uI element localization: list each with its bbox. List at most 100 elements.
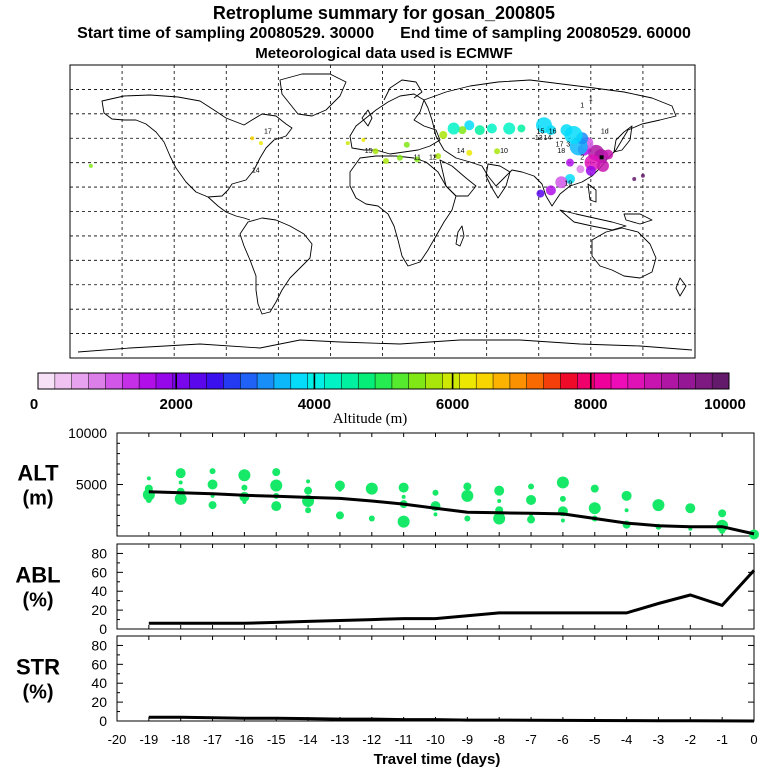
plume-day-label: 2 bbox=[580, 154, 584, 161]
alt-cluster-point bbox=[559, 495, 566, 502]
plume-day-label: 14 bbox=[252, 167, 260, 174]
abl-frame bbox=[116, 543, 755, 630]
colorbar-swatch bbox=[509, 373, 528, 389]
plume-day-label: 16 bbox=[549, 128, 557, 135]
sampling-times: Start time of sampling 20080529. 30000 En… bbox=[0, 25, 768, 43]
plume-day-label: 14 bbox=[544, 135, 552, 142]
y-axis-label: STR bbox=[16, 655, 60, 680]
colorbar-swatch bbox=[341, 373, 359, 389]
plume-cluster bbox=[494, 148, 501, 155]
alt-cluster-point bbox=[528, 483, 535, 490]
y-axis-label: ABL bbox=[15, 563, 60, 588]
colorbar-swatch bbox=[307, 373, 326, 389]
x-tick-label: -3 bbox=[653, 732, 665, 747]
coast-south-america bbox=[239, 217, 313, 315]
y-tick-label: 5000 bbox=[76, 477, 107, 493]
plume-day-label: 14 bbox=[457, 148, 465, 155]
alt-cluster-point bbox=[241, 484, 248, 491]
alt-cluster-point bbox=[304, 486, 313, 495]
colorbar-swatch bbox=[38, 373, 56, 389]
x-tick-label: -9 bbox=[462, 732, 474, 747]
colorbar-tick-label: 6000 bbox=[436, 396, 469, 413]
x-tick-label: -19 bbox=[139, 732, 158, 747]
altitude-colorbar: 0 2000 4000 6000 8000 10000 bbox=[30, 372, 746, 413]
y-axis-unit: (m) bbox=[22, 488, 53, 510]
plume-cluster bbox=[88, 163, 93, 168]
colorbar-swatch bbox=[189, 373, 208, 389]
plume-cluster bbox=[632, 176, 637, 181]
colorbar-swatch bbox=[358, 373, 376, 389]
alt-cluster-point bbox=[242, 500, 247, 505]
alt-cluster-point bbox=[175, 468, 186, 479]
alt-cluster-point bbox=[719, 527, 726, 534]
y-tick-label: 40 bbox=[91, 583, 107, 599]
y-tick-label: 60 bbox=[91, 564, 107, 580]
alt-cluster-point bbox=[401, 494, 406, 499]
x-tick-label: -11 bbox=[395, 732, 413, 747]
x-axis-label: Travel time (days) bbox=[374, 751, 501, 768]
colorbar-swatch bbox=[611, 373, 629, 389]
coast-australia bbox=[591, 227, 657, 279]
y-axis-label: ALT bbox=[17, 461, 59, 486]
plume-cluster bbox=[361, 137, 366, 142]
str-line bbox=[148, 715, 755, 723]
colorbar-tick-label: 4000 bbox=[298, 396, 331, 413]
plume-cluster bbox=[439, 130, 448, 139]
plume-day-label: 13 bbox=[535, 135, 543, 142]
colorbar-swatch bbox=[425, 373, 443, 389]
plume-cluster bbox=[535, 117, 552, 134]
coast-scandinavia bbox=[383, 79, 423, 101]
plume-cluster bbox=[258, 141, 263, 146]
colorbar-swatch bbox=[560, 373, 578, 389]
plume-clusters bbox=[88, 117, 645, 198]
colorbar-swatch bbox=[577, 373, 595, 389]
plume-cluster bbox=[517, 124, 526, 133]
coast-uk bbox=[361, 109, 373, 127]
y-axis-unit: (%) bbox=[22, 590, 53, 612]
y-tick-label: 80 bbox=[91, 545, 107, 561]
alt-cluster-point bbox=[526, 494, 537, 505]
travel-time-axis: -20 -19 -18 -17 -16 -15 -14 -13 -12 -11 -10 -9 -8 -7-… bbox=[108, 732, 758, 747]
colorbar-swatch bbox=[257, 373, 275, 389]
colorbar-swatch bbox=[391, 373, 410, 389]
alt-cluster-point bbox=[334, 480, 345, 491]
coast-indonesia bbox=[559, 209, 627, 231]
colorbar-swatch bbox=[526, 373, 545, 389]
alt-cluster-point bbox=[208, 501, 217, 510]
x-tick-label: -13 bbox=[331, 732, 350, 747]
colorbar-swatch bbox=[206, 373, 224, 389]
plume-cluster bbox=[640, 173, 645, 178]
plume-day-label: 11 bbox=[414, 154, 421, 161]
x-tick-label: -16 bbox=[235, 732, 254, 747]
colorbar-swatch bbox=[712, 373, 730, 389]
y-tick-label: 20 bbox=[91, 602, 107, 618]
alt-cluster-point bbox=[718, 509, 727, 518]
colorbar-swatch bbox=[290, 373, 309, 389]
end-time: End time of sampling 20080529. 60000 bbox=[400, 25, 691, 42]
x-tick-label: -5 bbox=[589, 732, 601, 747]
y-tick-label: 20 bbox=[91, 694, 107, 710]
colorbar-frame bbox=[37, 372, 730, 390]
str-frame bbox=[116, 635, 755, 722]
coast-arabia bbox=[439, 159, 477, 197]
plume-day-label: 18 bbox=[557, 148, 565, 155]
coast-africa bbox=[349, 155, 457, 267]
x-tick-label: -2 bbox=[685, 732, 697, 747]
start-time: Start time of sampling 20080529. 30000 bbox=[77, 25, 375, 42]
plume-cluster bbox=[458, 126, 467, 135]
plume-cluster bbox=[464, 120, 475, 131]
colorbar-swatch bbox=[627, 373, 646, 389]
x-tick-label: -4 bbox=[621, 732, 633, 747]
alt-cluster-point bbox=[207, 479, 218, 490]
plume-cluster bbox=[466, 149, 473, 156]
plume-cluster bbox=[585, 165, 596, 176]
met-data-label: Meteorological data used is ECMWF bbox=[255, 45, 513, 62]
plume-day-label: 3 bbox=[566, 141, 570, 148]
alt-cluster-point bbox=[305, 507, 312, 514]
colorbar-label: Altitude (m) bbox=[333, 411, 408, 427]
alt-cluster-point bbox=[306, 479, 311, 484]
receptor-marker bbox=[599, 155, 604, 160]
plume-cluster bbox=[403, 141, 410, 148]
